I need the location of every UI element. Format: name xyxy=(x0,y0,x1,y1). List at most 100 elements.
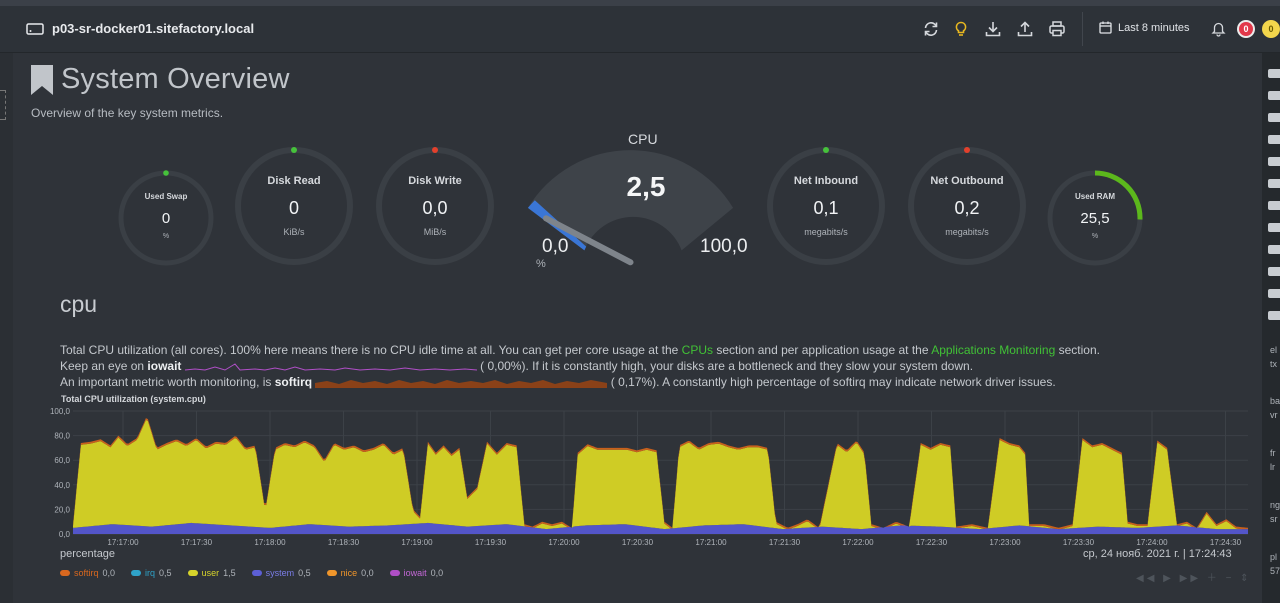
window-top-edge xyxy=(0,0,1280,6)
menu-text[interactable]: fr xyxy=(1270,448,1276,458)
gauge-cpu[interactable] xyxy=(513,123,753,283)
x-tick-label: 17:17:00 xyxy=(107,538,139,547)
top-bar: p03-sr-docker01.sitefactory.local Last 8 xyxy=(0,6,1280,53)
menu-icon[interactable] xyxy=(1268,135,1280,144)
legend-item-nice[interactable]: nice 0,0 xyxy=(326,568,374,578)
cpu-gauge-max: 100,0 xyxy=(700,236,748,257)
legend-item-iowait[interactable]: iowait 0,0 xyxy=(389,568,443,578)
download-icon[interactable] xyxy=(984,20,1002,38)
sync-icon[interactable] xyxy=(922,20,940,38)
gauge-value: 25,5 xyxy=(1080,210,1110,227)
dashboard-content: System Overview Overview of the key syst… xyxy=(13,53,1262,603)
gauge-ring xyxy=(767,147,885,265)
gauge-unit: % xyxy=(1091,233,1099,240)
link-applications-monitoring[interactable]: Applications Monitoring xyxy=(931,343,1056,357)
page-subtitle: Overview of the key system metrics. xyxy=(31,106,224,120)
menu-icon[interactable] xyxy=(1268,69,1280,78)
page-title-text: System Overview xyxy=(61,63,290,95)
gauge-ring xyxy=(908,147,1026,265)
cpu-gauge-value: 2,5 xyxy=(626,171,666,202)
bell-icon[interactable] xyxy=(1211,22,1226,37)
gauge-unit: KiB/s xyxy=(283,227,305,237)
x-tick-label: 17:18:00 xyxy=(254,538,286,547)
menu-text[interactable]: pl xyxy=(1270,552,1278,562)
menu-icon[interactable] xyxy=(1268,113,1280,122)
x-tick-label: 17:20:00 xyxy=(548,538,580,547)
gauge-used-ram[interactable]: Used RAM 25,5 % xyxy=(1045,168,1145,268)
left-gutter xyxy=(0,53,13,603)
iowait-hint: Keep an eye on iowait ( 0,00%). If it is… xyxy=(60,359,974,373)
gauge-net-inbound[interactable]: Net Inbound 0,1 megabits/s xyxy=(765,145,887,267)
host-name: p03-sr-docker01.sitefactory.local xyxy=(52,21,255,36)
gauge-ring xyxy=(235,147,353,265)
x-tick-label: 17:19:00 xyxy=(401,538,433,547)
time-range-picker[interactable]: Last 8 minutes xyxy=(1099,21,1190,34)
gauge-title: Used Swap xyxy=(144,192,188,201)
menu-icon[interactable] xyxy=(1268,179,1280,188)
time-range-label: Last 8 minutes xyxy=(1118,21,1190,34)
gauge-disk-read[interactable]: Disk Read 0 KiB/s xyxy=(233,145,355,267)
menu-text[interactable]: ba xyxy=(1270,396,1280,406)
link-cpus[interactable]: CPUs xyxy=(681,343,714,357)
gauge-title: Disk Read xyxy=(267,175,321,187)
alerts-badge-yellow[interactable]: 0 xyxy=(1262,20,1280,38)
gauge-value: 0,0 xyxy=(422,198,448,218)
gauge-value: 0,1 xyxy=(813,198,839,218)
series-user-area xyxy=(73,420,1248,530)
gauge-net-outbound[interactable]: Net Outbound 0,2 megabits/s xyxy=(906,145,1028,267)
chart-legend: softirq 0,0 irq 0,5 user 1,5 system 0,5 … xyxy=(60,568,443,578)
legend-swatch xyxy=(187,570,198,576)
lightbulb-icon[interactable] xyxy=(952,20,970,38)
gauge-unit: megabits/s xyxy=(945,227,989,237)
x-tick-label: 17:20:30 xyxy=(622,538,654,547)
menu-icon[interactable] xyxy=(1268,201,1280,210)
server-icon xyxy=(26,22,44,35)
gauge-value: 0 xyxy=(161,210,171,227)
print-icon[interactable] xyxy=(1048,20,1066,38)
legend-item-irq[interactable]: irq 0,5 xyxy=(131,568,172,578)
y-tick-label: 40,0 xyxy=(54,481,70,490)
chart-nav-controls[interactable]: ◀◀ ▶ ▶▶ ＋ − ⇕ xyxy=(1136,573,1252,584)
cpu-gauge-min: 0,0 xyxy=(542,236,569,257)
x-tick-label: 17:19:30 xyxy=(475,538,507,547)
menu-icon[interactable] xyxy=(1268,311,1280,320)
softirq-sparkline xyxy=(315,379,608,388)
gauge-disk-write[interactable]: Disk Write 0,0 MiB/s xyxy=(374,145,496,267)
menu-text[interactable]: vr xyxy=(1270,410,1278,420)
menu-icon[interactable] xyxy=(1268,267,1280,276)
host-selector[interactable]: p03-sr-docker01.sitefactory.local xyxy=(26,21,254,36)
toolbar-divider xyxy=(1082,12,1083,46)
chart-timestamp: ср, 24 нояб. 2021 г. | 17:24:43 xyxy=(1083,548,1232,560)
legend-swatch xyxy=(326,570,337,576)
softirq-hint: An important metric worth monitoring, is… xyxy=(60,375,1056,389)
menu-text[interactable]: 57 xyxy=(1270,566,1280,576)
menu-text[interactable]: lr xyxy=(1270,462,1275,472)
menu-icon[interactable] xyxy=(1268,289,1280,298)
gauge-used-swap[interactable]: Used Swap 0 % xyxy=(116,168,216,268)
menu-icon[interactable] xyxy=(1268,245,1280,254)
right-sidebar-menu: el tx ba vr fr lr ng sr pl 57 xyxy=(1262,53,1280,603)
menu-text[interactable]: tx xyxy=(1270,359,1278,369)
cpu-gauge-title: CPU xyxy=(628,131,658,147)
menu-text[interactable]: ng xyxy=(1270,500,1280,510)
gauge-unit: MiB/s xyxy=(423,227,447,237)
sidebar-toggle[interactable] xyxy=(0,90,6,120)
legend-swatch xyxy=(389,570,400,576)
legend-item-system[interactable]: system 0,5 xyxy=(251,568,311,578)
menu-icon[interactable] xyxy=(1268,223,1280,232)
menu-text[interactable]: sr xyxy=(1270,514,1278,524)
gauge-value: 0 xyxy=(288,198,299,218)
cpu-area-chart[interactable]: 100,0 80,0 60,0 40,0 20,0 0,0 17:17:00 17:17:30… xyxy=(33,403,1258,548)
menu-icon[interactable] xyxy=(1268,91,1280,100)
gauge-ring xyxy=(1047,170,1143,266)
alerts-badge-red[interactable]: 0 xyxy=(1237,20,1255,38)
menu-text[interactable]: el xyxy=(1270,345,1278,355)
legend-item-user[interactable]: user 1,5 xyxy=(187,568,236,578)
x-tick-label: 17:21:00 xyxy=(695,538,727,547)
legend-item-softirq[interactable]: softirq 0,0 xyxy=(60,568,115,578)
gauge-ring xyxy=(118,170,214,266)
softirq-label: softirq xyxy=(274,375,313,389)
x-tick-label: 17:23:00 xyxy=(989,538,1021,547)
upload-icon[interactable] xyxy=(1016,20,1034,38)
menu-icon[interactable] xyxy=(1268,157,1280,166)
